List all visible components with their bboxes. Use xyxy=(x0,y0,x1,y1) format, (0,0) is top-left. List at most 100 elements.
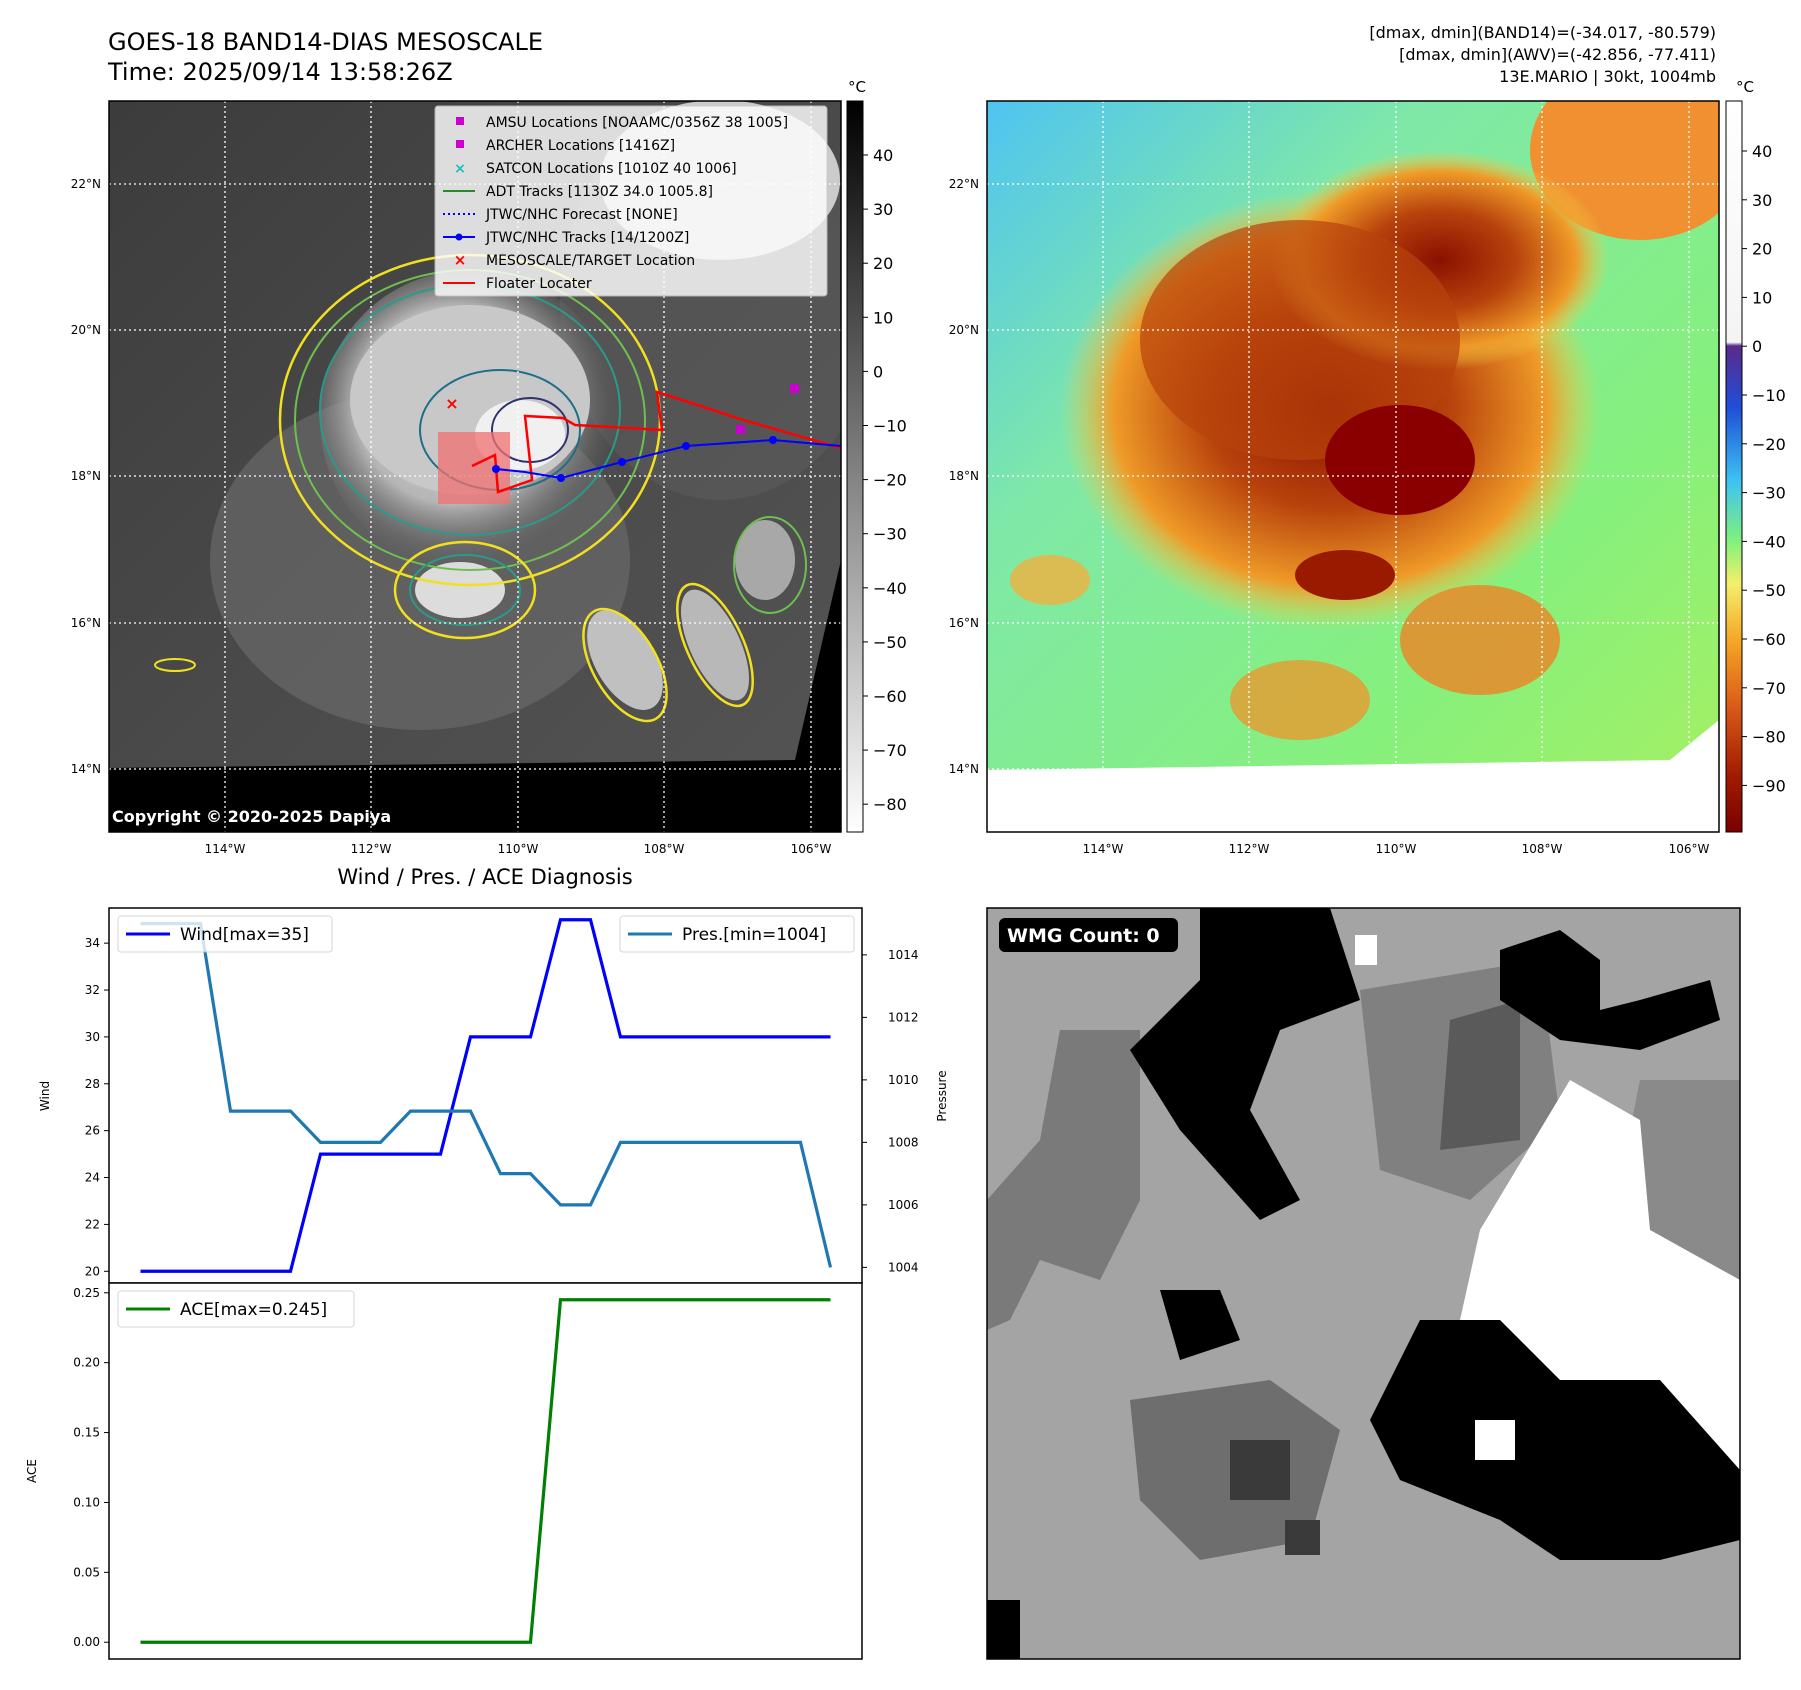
mesoscale-target-marker: × xyxy=(445,394,458,413)
ir-satellite-map: × AMSU Locations [NOAAMC/0356Z 38 1005] … xyxy=(71,100,842,856)
ir-colorbar-tick-label: −10 xyxy=(873,417,907,436)
wind-series-line xyxy=(140,918,831,1273)
wv-colorbar-tick-label: −60 xyxy=(1752,630,1786,649)
ir-colorbar: °C 40 30 20 10 0 −10 −20 −30 −40 −50 −60 −70 −80 xyxy=(846,78,907,833)
ir-colorbar-tick-label: −50 xyxy=(873,633,907,652)
ir-colorbar-tick-label: 20 xyxy=(873,254,893,273)
archer-marker xyxy=(736,425,745,434)
wv-lon-label-106w: 106°W xyxy=(1669,842,1710,856)
wind-tick-label: 22 xyxy=(85,1217,100,1231)
wmg-grid-image xyxy=(987,908,1740,1659)
legend-mesoscale: MESOSCALE/TARGET Location xyxy=(486,253,695,269)
wind-tick-label: 34 xyxy=(85,936,100,950)
lat-label-14n: 14°N xyxy=(71,762,101,776)
ir-colorbar-tick-label: 0 xyxy=(873,362,883,381)
wv-colorbar-tick-label: −70 xyxy=(1752,679,1786,698)
ir-colorbar-tick-label: −30 xyxy=(873,525,907,544)
stats-line-1: [dmax, dmin](BAND14)=(-34.017, -80.579) xyxy=(1369,23,1716,42)
wind-legend: Wind[max=35] xyxy=(117,915,333,953)
ace-legend: ACE[max=0.245] xyxy=(117,1290,355,1328)
wind-tick-label: 30 xyxy=(85,1030,100,1044)
pressure-legend-label: Pres.[min=1004] xyxy=(682,925,826,945)
lon-label-110w: 110°W xyxy=(498,842,539,856)
legend-floater: Floater Locater xyxy=(486,276,592,292)
wv-imagery xyxy=(987,101,1719,832)
wv-lon-labels: 114°W 112°W 110°W 108°W 106°W xyxy=(1083,842,1710,856)
floater-locater-track xyxy=(471,390,841,494)
wv-colorbar-tick-label: 0 xyxy=(1752,337,1762,356)
map-legend: AMSU Locations [NOAAMC/0356Z 38 1005] AR… xyxy=(434,105,828,297)
pressure-tick-label: 1012 xyxy=(888,1010,919,1024)
svg-text:×: × xyxy=(454,251,467,269)
pressure-axis-label: Pressure xyxy=(935,1070,949,1121)
wv-lon-label-114w: 114°W xyxy=(1083,842,1124,856)
pressure-series-line xyxy=(140,922,833,1268)
ir-colorbar-tick-label: −70 xyxy=(873,741,907,760)
wv-lat-label-16n: 16°N xyxy=(949,616,979,630)
wind-legend-label: Wind[max=35] xyxy=(180,925,309,945)
copyright-label: Copyright © 2020-2025 Dapiya xyxy=(112,807,391,826)
lat-label-20n: 20°N xyxy=(71,323,101,337)
ace-tick-label: 0.20 xyxy=(73,1356,100,1370)
lon-label-106w: 106°W xyxy=(791,842,832,856)
wv-lat-label-14n: 14°N xyxy=(949,762,979,776)
wv-lon-label-108w: 108°W xyxy=(1522,842,1563,856)
ir-colorbar-tick-label: −80 xyxy=(873,795,907,814)
wv-colorbar-tick-label: −20 xyxy=(1752,435,1786,454)
wv-colorbar-tick-label: 30 xyxy=(1752,191,1772,210)
pressure-tick-label: 1014 xyxy=(888,948,919,962)
pressure-legend: Pres.[min=1004] xyxy=(619,915,855,953)
wv-lat-label-20n: 20°N xyxy=(949,323,979,337)
wind-tick-label: 20 xyxy=(85,1264,100,1278)
legend-amsu: AMSU Locations [NOAAMC/0356Z 38 1005] xyxy=(486,115,788,131)
ace-axis-label: ACE xyxy=(25,1459,39,1483)
wv-colorbar-tick-label: 10 xyxy=(1752,288,1772,307)
wind-tick-label: 32 xyxy=(85,983,100,997)
ace-tick-label: 0.05 xyxy=(73,1565,100,1579)
ace-tick-label: 0.15 xyxy=(73,1426,100,1440)
pressure-tick-label: 1004 xyxy=(888,1260,919,1274)
ace-tick-label: 0.10 xyxy=(73,1495,100,1509)
pressure-tick-label: 1008 xyxy=(888,1135,919,1149)
ace-legend-label: ACE[max=0.245] xyxy=(180,1300,327,1320)
svg-text:×: × xyxy=(454,161,466,177)
wv-colorbar-tick-label: −50 xyxy=(1752,581,1786,600)
pressure-tick-label: 1006 xyxy=(888,1198,919,1212)
stats-line-2: [dmax, dmin](AWV)=(-42.856, -77.411) xyxy=(1399,45,1716,64)
ir-lon-labels: 114°W 112°W 110°W 108°W 106°W xyxy=(205,842,832,856)
wv-colorbar-tick-label: −10 xyxy=(1752,386,1786,405)
wv-colorbar-unit: °C xyxy=(1736,78,1754,96)
ace-tick-label: 0.00 xyxy=(73,1635,100,1649)
ace-tick-label: 0.25 xyxy=(73,1286,100,1300)
wv-lon-label-112w: 112°W xyxy=(1229,842,1270,856)
wv-colorbar-tick-label: −90 xyxy=(1752,776,1786,795)
wv-satellite-map: 22°N 20°N 18°N 16°N 14°N 114°W 112°W 110… xyxy=(949,100,1720,856)
stats-line-3: 13E.MARIO | 30kt, 1004mb xyxy=(1499,67,1716,86)
lat-label-22n: 22°N xyxy=(71,177,101,191)
legend-jtwc-forecast: JTWC/NHC Forecast [NONE] xyxy=(485,207,678,223)
lon-label-112w: 112°W xyxy=(351,842,392,856)
ir-colorbar-tick-label: 40 xyxy=(873,146,893,165)
ir-colorbar-tick-label: −60 xyxy=(873,687,907,706)
lat-label-18n: 18°N xyxy=(71,469,101,483)
ir-colorbar-tick-label: −20 xyxy=(873,471,907,490)
legend-archer: ARCHER Locations [1416Z] xyxy=(486,138,675,154)
legend-satcon: SATCON Locations [1010Z 40 1006] xyxy=(486,161,737,177)
ir-colorbar-tick-label: −40 xyxy=(873,579,907,598)
wmg-panel: WMG Count: 0 xyxy=(986,907,1741,1660)
wv-colorbar: °C 40 30 20 10 0 −10 −20 −30 −40 −50 −60 −70 −80 −90 xyxy=(1725,78,1786,833)
wind-tick-label: 28 xyxy=(85,1077,100,1091)
wind-axis-label: Wind xyxy=(38,1081,52,1111)
ir-colorbar-unit: °C xyxy=(848,78,866,96)
wv-colorbar-tick-label: −40 xyxy=(1752,532,1786,551)
wv-lat-label-22n: 22°N xyxy=(949,177,979,191)
wind-tick-label: 26 xyxy=(85,1124,100,1138)
ace-series-line xyxy=(140,1298,831,1644)
amsu-marker xyxy=(790,384,799,393)
wv-colorbar-tick-label: 40 xyxy=(1752,142,1772,161)
title-line-1: GOES-18 BAND14-DIAS MESOSCALE xyxy=(108,28,543,56)
pressure-tick-label: 1010 xyxy=(888,1073,919,1087)
wv-lat-label-18n: 18°N xyxy=(949,469,979,483)
lon-label-108w: 108°W xyxy=(644,842,685,856)
wv-lat-labels: 22°N 20°N 18°N 16°N 14°N xyxy=(949,177,979,776)
